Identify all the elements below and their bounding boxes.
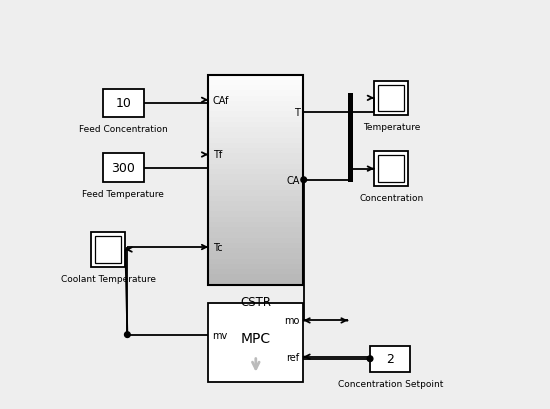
Text: mv: mv xyxy=(212,330,228,340)
Bar xyxy=(208,117,303,123)
Text: CA: CA xyxy=(287,175,300,185)
Bar xyxy=(208,233,303,238)
Bar xyxy=(208,91,303,97)
Text: Tf: Tf xyxy=(213,150,222,160)
Bar xyxy=(208,222,303,227)
Bar xyxy=(208,259,303,264)
Text: Feed Temperature: Feed Temperature xyxy=(82,190,164,198)
Bar xyxy=(374,152,409,187)
Bar xyxy=(348,94,353,182)
Bar xyxy=(370,346,410,372)
Bar xyxy=(208,154,303,160)
Bar xyxy=(378,156,404,182)
Bar xyxy=(208,75,303,81)
Bar xyxy=(208,280,303,285)
Text: CAf: CAf xyxy=(213,96,229,106)
Bar xyxy=(208,149,303,154)
Text: Coolant Temperature: Coolant Temperature xyxy=(60,274,156,283)
Bar xyxy=(208,243,303,249)
Text: 10: 10 xyxy=(116,97,131,110)
Text: Feed Concentration: Feed Concentration xyxy=(79,125,168,134)
Text: 2: 2 xyxy=(386,352,394,365)
Bar xyxy=(95,237,122,263)
Bar xyxy=(103,90,144,118)
Bar xyxy=(208,138,303,144)
Circle shape xyxy=(124,332,130,338)
Text: ref: ref xyxy=(287,352,300,362)
Bar xyxy=(208,196,303,201)
Bar xyxy=(208,81,303,86)
Bar xyxy=(208,201,303,207)
Text: MPC: MPC xyxy=(241,332,271,346)
Bar xyxy=(208,164,303,170)
Text: mo: mo xyxy=(284,316,300,326)
Circle shape xyxy=(367,356,373,362)
Bar xyxy=(208,217,303,222)
Bar xyxy=(208,86,303,91)
Bar xyxy=(208,75,303,285)
Text: Temperature: Temperature xyxy=(362,123,420,132)
Bar xyxy=(208,275,303,280)
Bar xyxy=(91,233,125,267)
Bar xyxy=(208,270,303,275)
Bar xyxy=(208,249,303,254)
Text: Concentration: Concentration xyxy=(359,193,424,202)
Bar xyxy=(208,160,303,164)
Text: Concentration Setpoint: Concentration Setpoint xyxy=(338,379,443,388)
Bar xyxy=(208,97,303,101)
Bar xyxy=(208,170,303,175)
Bar xyxy=(208,180,303,186)
Bar xyxy=(208,238,303,243)
Bar xyxy=(208,186,303,191)
Bar xyxy=(208,207,303,212)
Text: Tc: Tc xyxy=(213,243,222,252)
Bar xyxy=(208,191,303,196)
Bar xyxy=(208,212,303,217)
Text: CSTR: CSTR xyxy=(240,295,271,308)
Bar xyxy=(208,107,303,112)
Text: 300: 300 xyxy=(112,162,135,175)
Bar xyxy=(208,264,303,270)
Bar xyxy=(208,123,303,128)
Bar xyxy=(208,133,303,138)
Bar xyxy=(208,128,303,133)
Bar xyxy=(374,81,409,116)
Bar xyxy=(208,112,303,117)
Bar xyxy=(208,101,303,107)
Circle shape xyxy=(301,178,306,183)
Bar xyxy=(208,254,303,259)
Bar xyxy=(208,227,303,233)
Text: T: T xyxy=(294,108,300,118)
Bar xyxy=(208,144,303,149)
Bar xyxy=(208,303,303,382)
Bar xyxy=(378,85,404,112)
Bar xyxy=(208,175,303,180)
Bar xyxy=(103,154,144,182)
